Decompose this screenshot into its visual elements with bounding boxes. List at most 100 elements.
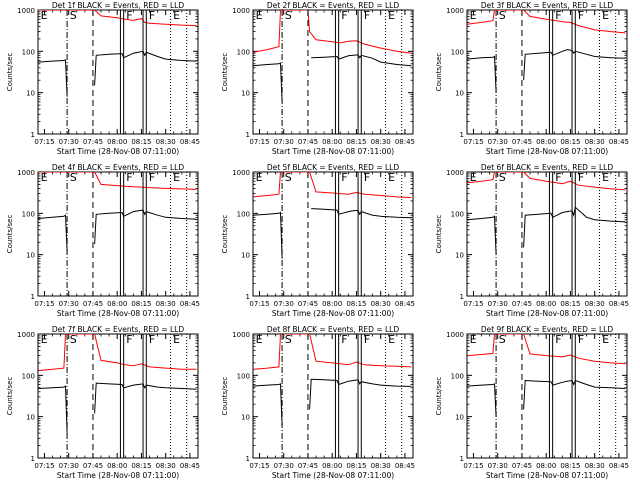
y-tick-label: 100: [451, 48, 464, 56]
x-tick-label: 07:45: [512, 138, 532, 146]
series-line-lld: [38, 172, 197, 190]
y-tick-label: 1000: [232, 7, 250, 15]
y-tick-label: 1: [246, 293, 250, 301]
y-tick-label: 100: [451, 210, 464, 218]
region-letter: F: [126, 9, 132, 22]
x-tick-label: 08:30: [585, 462, 605, 470]
region-letter: F: [149, 333, 155, 346]
x-tick-label: 07:45: [83, 300, 103, 308]
y-axis-label: Counts/sec: [221, 215, 229, 254]
x-axis-label: Start Time (28-Nov-08 07:11:00): [57, 471, 179, 480]
x-tick-label: 07:15: [249, 138, 269, 146]
region-letter: S: [285, 9, 292, 22]
series-line-lld: [467, 334, 626, 365]
y-axis-label: Counts/sec: [435, 377, 443, 416]
chart-title: Det 8f BLACK = Events, RED = LLD: [267, 325, 400, 334]
region-letter: F: [126, 333, 132, 346]
x-tick-label: 07:15: [463, 462, 483, 470]
x-tick-label: 08:00: [536, 462, 556, 470]
x-tick-label: 07:15: [463, 300, 483, 308]
y-tick-label: 10: [455, 90, 464, 98]
x-axis-label: Start Time (28-Nov-08 07:11:00): [486, 471, 608, 480]
series-line-lld: [467, 10, 626, 34]
region-letter: F: [341, 333, 347, 346]
region-letter: E: [470, 171, 477, 184]
chart-panel-5: Det 5f BLACK = Events, RED = LLD 1 10 100 10…: [221, 163, 415, 318]
x-axis-label: Start Time (28-Nov-08 07:11:00): [57, 309, 179, 318]
region-letter: F: [341, 9, 347, 22]
y-tick-label: 1000: [17, 331, 35, 339]
region-letter: F: [341, 171, 347, 184]
x-tick-label: 07:30: [488, 138, 508, 146]
y-tick-label: 100: [237, 210, 250, 218]
series-line-lld: [253, 172, 412, 199]
x-tick-label: 08:45: [395, 462, 415, 470]
region-letter: F: [578, 9, 584, 22]
region-letter: F: [555, 171, 561, 184]
y-axis-label: Counts/sec: [6, 53, 14, 92]
region-letter: S: [499, 9, 506, 22]
x-axis-label: Start Time (28-Nov-08 07:11:00): [272, 471, 394, 480]
x-tick-label: 08:45: [609, 138, 629, 146]
x-tick-label: 08:15: [560, 138, 580, 146]
x-tick-label: 07:30: [488, 300, 508, 308]
region-letter: E: [388, 9, 395, 22]
x-tick-label: 07:45: [512, 462, 532, 470]
region-letter: F: [578, 333, 584, 346]
x-tick-label: 07:30: [274, 300, 294, 308]
region-letter: E: [256, 333, 263, 346]
chart-title: Det 7f BLACK = Events, RED = LLD: [52, 325, 185, 334]
region-letter: E: [173, 333, 180, 346]
region-letter: F: [126, 171, 132, 184]
x-tick-label: 08:15: [131, 462, 151, 470]
region-letter: E: [256, 9, 263, 22]
region-letter: S: [285, 333, 292, 346]
series-line-events: [467, 49, 626, 93]
series-line-lld: [253, 10, 412, 54]
x-tick-label: 07:15: [463, 138, 483, 146]
series-line-events: [467, 206, 626, 255]
region-letter: S: [70, 333, 77, 346]
chart-panel-1: Det 1f BLACK = Events, RED = LLD 1 10 100 10…: [6, 1, 200, 156]
y-tick-label: 10: [26, 252, 35, 260]
chart-panel-6: Det 6f BLACK = Events, RED = LLD 1 10 100 10…: [435, 163, 629, 318]
y-tick-label: 10: [455, 414, 464, 422]
region-letter: F: [364, 171, 370, 184]
series-line-events: [38, 209, 197, 252]
x-axis-label: Start Time (28-Nov-08 07:11:00): [272, 147, 394, 156]
y-axis-label: Counts/sec: [435, 53, 443, 92]
series-line-lld: [38, 334, 197, 372]
x-tick-label: 07:15: [249, 462, 269, 470]
x-tick-label: 07:15: [34, 462, 54, 470]
y-tick-label: 1: [460, 293, 464, 301]
x-tick-label: 08:15: [346, 300, 366, 308]
region-letter: E: [602, 333, 609, 346]
x-tick-label: 08:30: [156, 138, 176, 146]
region-letter: E: [173, 171, 180, 184]
y-tick-label: 1000: [232, 169, 250, 177]
y-tick-label: 1: [31, 293, 35, 301]
y-tick-label: 1: [460, 131, 464, 139]
x-tick-label: 07:15: [249, 300, 269, 308]
x-axis-label: Start Time (28-Nov-08 07:11:00): [486, 309, 608, 318]
x-tick-label: 08:00: [536, 300, 556, 308]
chart-title: Det 2f BLACK = Events, RED = LLD: [267, 1, 400, 10]
x-tick-label: 08:30: [156, 462, 176, 470]
x-tick-label: 08:45: [180, 300, 200, 308]
y-tick-label: 1: [246, 455, 250, 463]
region-letter: E: [256, 171, 263, 184]
x-tick-label: 07:45: [512, 300, 532, 308]
region-letter: E: [602, 9, 609, 22]
region-letter: F: [149, 9, 155, 22]
x-tick-label: 08:45: [609, 300, 629, 308]
series-line-events: [467, 379, 626, 417]
series-line-events: [38, 382, 197, 434]
y-tick-label: 1000: [17, 169, 35, 177]
y-axis-label: Counts/sec: [221, 377, 229, 416]
chart-panel-3: Det 3f BLACK = Events, RED = LLD 1 10 100 10…: [435, 1, 629, 156]
x-tick-label: 07:45: [298, 300, 318, 308]
region-letter: E: [470, 333, 477, 346]
x-tick-label: 08:30: [371, 462, 391, 470]
